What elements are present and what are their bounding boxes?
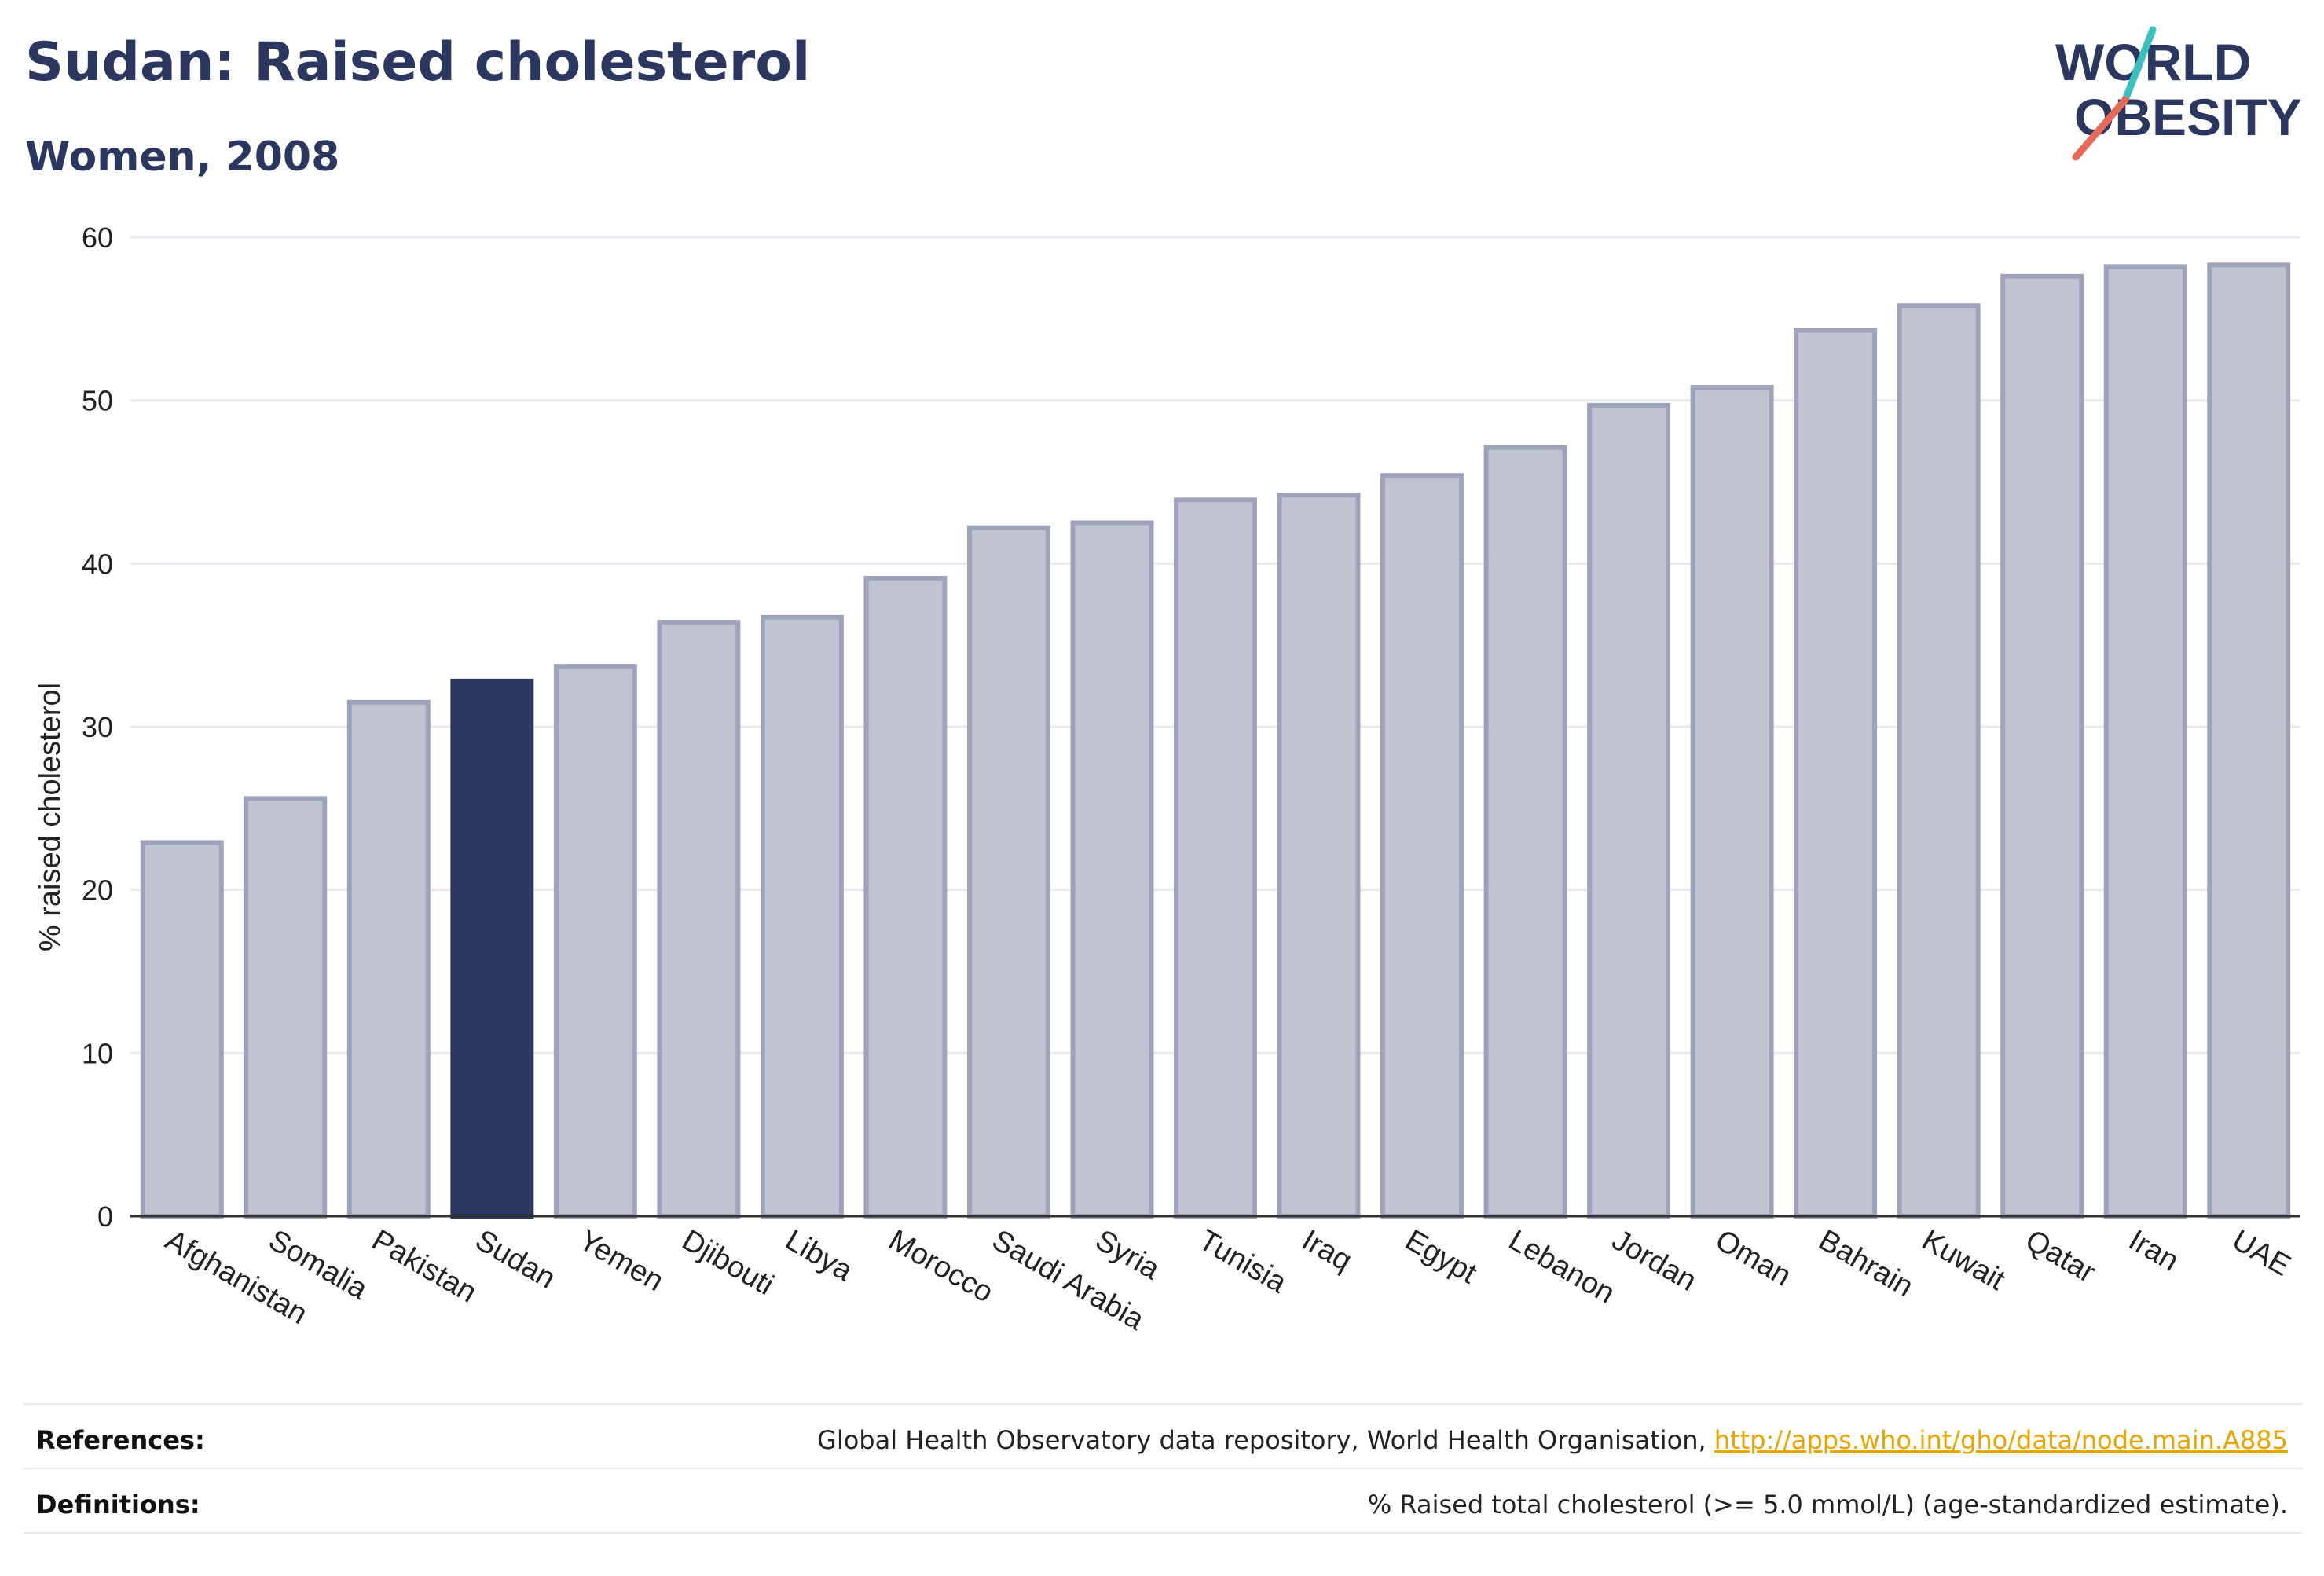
footer-divider-bottom (24, 1532, 2302, 1534)
bar-uae (2207, 262, 2291, 1219)
x-tick-label: Iran (2123, 1223, 2184, 1277)
references-label: References: (36, 1425, 205, 1455)
x-tick-label: Bahrain (1813, 1223, 1919, 1303)
logo-slash-teal (2121, 26, 2157, 104)
bar-morocco (863, 576, 948, 1219)
bar-oman (1690, 385, 1774, 1219)
bar-bahrain (1794, 328, 1878, 1219)
x-tick-label: Pakistan (366, 1223, 482, 1309)
x-tick-label: Iraq (1296, 1223, 1358, 1277)
references-text: Global Health Observatory data repositor… (817, 1425, 1714, 1455)
bar-kuwait (1897, 303, 1981, 1219)
bar-somalia (244, 796, 328, 1219)
x-tick-label: Kuwait (1916, 1223, 2011, 1297)
footer-divider-top (24, 1403, 2302, 1405)
bar-iraq (1277, 493, 1361, 1219)
logo-slash-red (2072, 96, 2129, 161)
logo-line1: WORLD (2055, 33, 2251, 91)
x-tick-label: Sudan (470, 1223, 561, 1295)
bar-qatar (2000, 273, 2084, 1219)
bar-lebanon (1483, 445, 1567, 1219)
bar-yemen (553, 664, 637, 1219)
bar-egypt (1380, 473, 1464, 1219)
definitions-value: % Raised total cholesterol (>= 5.0 mmol/… (1367, 1490, 2288, 1519)
world-obesity-logo: WORLD OBESITY (2055, 26, 2302, 161)
x-tick-label: UAE (2227, 1223, 2297, 1282)
references-link[interactable]: http://apps.who.int/gho/data/node.main.A… (1714, 1425, 2288, 1455)
x-tick-label: Lebanon (1503, 1223, 1620, 1310)
x-tick-label: Egypt (1400, 1223, 1483, 1290)
x-tick-label: Tunisia (1193, 1223, 1293, 1299)
bars (140, 262, 2291, 1219)
y-tick-label: 0 (97, 1200, 113, 1233)
y-tick-label: 40 (82, 548, 113, 580)
x-tick-label: Djibouti (676, 1223, 779, 1302)
bar-saudi-arabia (966, 525, 1050, 1219)
x-tick-label: Morocco (883, 1223, 999, 1309)
footer-divider-middle (24, 1468, 2302, 1469)
x-tick-label: Jordan (1607, 1223, 1703, 1297)
references-value: Global Health Observatory data repositor… (817, 1425, 2288, 1455)
x-tick-label: Yemen (573, 1223, 669, 1298)
bar-iran (2103, 264, 2187, 1219)
x-tick-label: Oman (1710, 1223, 1797, 1292)
bar-libya (760, 614, 844, 1219)
bar-pakistan (346, 699, 431, 1219)
y-tick-label: 60 (82, 222, 113, 254)
bar-afghanistan (140, 840, 224, 1219)
definitions-label: Definitions: (36, 1490, 200, 1519)
x-tick-label: Syria (1090, 1223, 1166, 1286)
x-tick-label: Qatar (2020, 1223, 2102, 1289)
bar-sudan (450, 678, 534, 1219)
bar-djibouti (657, 620, 741, 1219)
bar-syria (1070, 520, 1154, 1219)
chart-subtitle: Women, 2008 (25, 134, 340, 181)
chart-title: Sudan: Raised cholesterol (25, 31, 811, 93)
y-tick-label: 30 (82, 711, 113, 743)
bar-jordan (1587, 402, 1671, 1219)
bar-tunisia (1174, 497, 1257, 1219)
y-tick-label: 50 (82, 385, 113, 417)
bar-chart: 0102030405060AfghanistanSomaliaPakistanS… (34, 222, 2300, 1337)
y-tick-label: 20 (82, 874, 113, 907)
x-tick-label: Libya (779, 1223, 858, 1288)
y-tick-label: 10 (82, 1037, 113, 1069)
y-axis-label: % raised cholesterol (34, 683, 67, 951)
